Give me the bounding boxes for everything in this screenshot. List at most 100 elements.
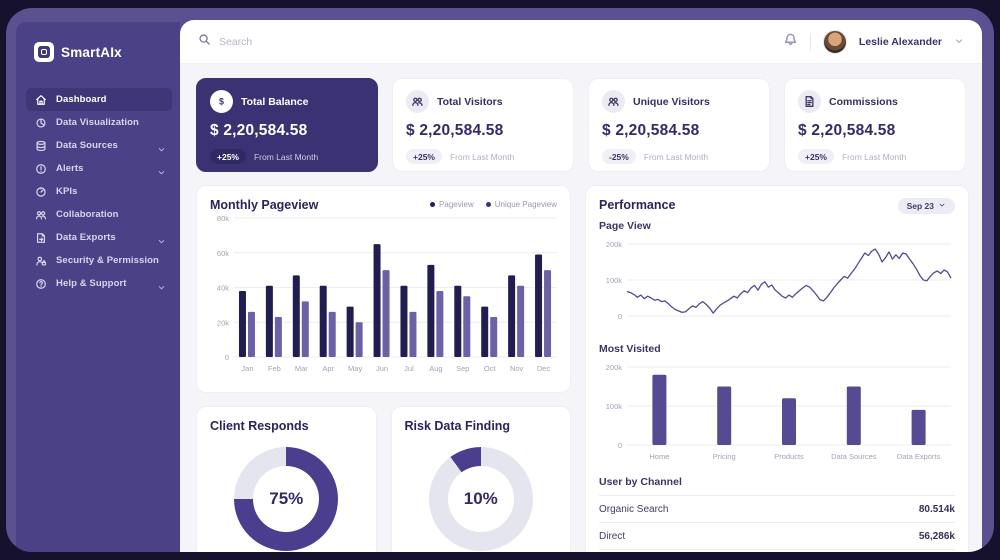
svg-text:Jan: Jan	[241, 364, 253, 373]
chevron-down-icon	[157, 164, 166, 175]
monthly-pageview-legend: Pageview Unique Pageview	[430, 200, 557, 209]
channel-row-organic-search: Organic Search 80.514k	[599, 495, 955, 522]
notifications-bell-icon[interactable]	[783, 32, 798, 52]
stat-title: Commissions	[829, 95, 898, 108]
svg-text:$: $	[219, 97, 224, 107]
stat-card-unique-visitors[interactable]: Unique Visitors $ 2,20,584.58 -25% From Las…	[588, 78, 770, 172]
svg-text:Home: Home	[649, 452, 669, 461]
svg-text:Oct: Oct	[484, 364, 497, 373]
search-icon	[198, 33, 211, 51]
client-responds-card: Client Responds 75%	[196, 406, 377, 552]
period-select[interactable]: Sep 23	[897, 198, 955, 214]
brand[interactable]: SmartAIx	[26, 36, 172, 66]
sidebar-item-label: Help & Support	[56, 278, 127, 289]
sidebar-item-label: KPIs	[56, 186, 78, 197]
visitors-icon	[602, 90, 625, 113]
charts-grid: Monthly Pageview Pageview Unique Pagevie…	[196, 185, 969, 552]
stat-value: $ 2,20,584.58	[798, 122, 896, 139]
sidebar-item-data-sources[interactable]: Data Sources	[26, 134, 172, 157]
stat-card-commissions[interactable]: Commissions $ 2,20,584.58 +25% From Last Mo…	[784, 78, 966, 172]
svg-text:Pricing: Pricing	[713, 452, 736, 461]
stat-change-badge: -25%	[602, 149, 636, 164]
topbar: Leslie Alexander	[180, 20, 982, 64]
sidebar-item-label: Dashboard	[56, 94, 107, 105]
topbar-right: Leslie Alexander	[783, 29, 964, 54]
sidebar-item-data-visualization[interactable]: Data Visualization	[26, 111, 172, 134]
database-icon	[35, 140, 47, 152]
sidebar-item-alerts[interactable]: Alerts	[26, 157, 172, 180]
user-menu-chevron-down-icon[interactable]	[954, 33, 964, 51]
legend-item-pageview: Pageview	[430, 200, 474, 209]
search-input[interactable]	[219, 35, 419, 48]
page-view-line-chart: 0 100k 200k	[599, 236, 955, 333]
risk-data-finding-percent: 10%	[463, 489, 498, 508]
sidebar-item-kpis[interactable]: KPIs	[26, 180, 172, 203]
stat-value: $ 2,20,584.58	[210, 122, 308, 139]
legend-label-unique-pageview: Unique Pageview	[494, 200, 557, 209]
search-bar[interactable]	[198, 33, 783, 51]
stat-title: Total Balance	[241, 95, 309, 108]
stat-note: From Last Month	[253, 151, 319, 162]
svg-text:60k: 60k	[217, 249, 229, 258]
svg-text:Mar: Mar	[295, 364, 308, 373]
page-view-label: Page View	[599, 220, 651, 232]
sidebar-item-help-support[interactable]: Help & Support	[26, 272, 172, 295]
svg-text:Products: Products	[774, 452, 804, 461]
most-visited-label: Most Visited	[599, 343, 661, 355]
home-icon	[35, 94, 47, 106]
dollar-icon: $	[210, 90, 233, 113]
sidebar-item-security-permission[interactable]: Security & Permission	[26, 249, 172, 272]
legend-label-pageview: Pageview	[439, 200, 474, 209]
sidebar-item-label: Alerts	[56, 163, 84, 174]
svg-text:40k: 40k	[217, 284, 229, 293]
user-by-channel-title: User by Channel	[599, 476, 682, 488]
visitors-icon	[406, 90, 429, 113]
main-area: Leslie Alexander $ Total Balance $ 2,20,58…	[180, 20, 982, 552]
svg-text:200k: 200k	[606, 240, 623, 249]
risk-data-finding-donut-chart: 10%	[428, 447, 533, 551]
risk-data-finding-title: Risk Data Finding	[404, 419, 511, 433]
user-avatar[interactable]	[822, 29, 847, 54]
svg-text:Feb: Feb	[268, 364, 281, 373]
performance-card: Performance Sep 23 Page View 0 100k 200k M…	[585, 185, 969, 552]
performance-title: Performance	[599, 198, 676, 212]
sidebar-item-label: Security & Permission	[56, 255, 159, 266]
svg-text:Data Sources: Data Sources	[831, 452, 877, 461]
people-icon	[35, 209, 47, 221]
stat-card-total-balance[interactable]: $ Total Balance $ 2,20,584.58 +25% From Last…	[196, 78, 378, 172]
svg-text:0: 0	[618, 441, 622, 450]
svg-text:Jun: Jun	[376, 364, 388, 373]
svg-text:0: 0	[618, 312, 622, 321]
most-visited-bar-chart: 0 100k 200k Home Pricing Products Data Sources…	[599, 359, 955, 468]
svg-text:100k: 100k	[606, 276, 623, 285]
brand-logo-icon	[34, 42, 54, 62]
export-icon	[35, 232, 47, 244]
channel-label: Organic Search	[599, 503, 669, 515]
app-window: SmartAIx Dashboard Data Visualization Data…	[6, 8, 994, 552]
brand-name: SmartAIx	[61, 44, 122, 60]
stat-value: $ 2,20,584.58	[406, 122, 504, 139]
alert-icon	[35, 163, 47, 175]
svg-text:Nov: Nov	[510, 364, 524, 373]
monthly-pageview-card: Monthly Pageview Pageview Unique Pagevie…	[196, 185, 571, 393]
stat-title: Unique Visitors	[633, 95, 710, 108]
sidebar-item-data-exports[interactable]: Data Exports	[26, 226, 172, 249]
svg-text:0: 0	[225, 353, 229, 362]
sidebar-item-label: Data Visualization	[56, 117, 139, 128]
monthly-pageview-title: Monthly Pageview	[210, 198, 319, 212]
user-name: Leslie Alexander	[858, 35, 942, 48]
svg-text:200k: 200k	[606, 363, 623, 372]
dashboard-content: $ Total Balance $ 2,20,584.58 +25% From Last…	[180, 64, 982, 552]
svg-text:20k: 20k	[217, 318, 229, 327]
chevron-down-icon	[157, 279, 166, 290]
legend-dot-pageview	[430, 202, 436, 207]
risk-data-finding-card: Risk Data Finding 10%	[390, 406, 571, 552]
svg-text:Sep: Sep	[456, 364, 469, 373]
chevron-down-icon	[157, 141, 166, 152]
sidebar-item-collaboration[interactable]: Collaboration	[26, 203, 172, 226]
gauge-icon	[35, 186, 47, 198]
svg-text:Dec: Dec	[537, 364, 551, 373]
stat-card-total-visitors[interactable]: Total Visitors $ 2,20,584.58 +25% From Last…	[392, 78, 574, 172]
channel-value: 56,286k	[918, 530, 955, 542]
sidebar-item-dashboard[interactable]: Dashboard	[26, 88, 172, 111]
